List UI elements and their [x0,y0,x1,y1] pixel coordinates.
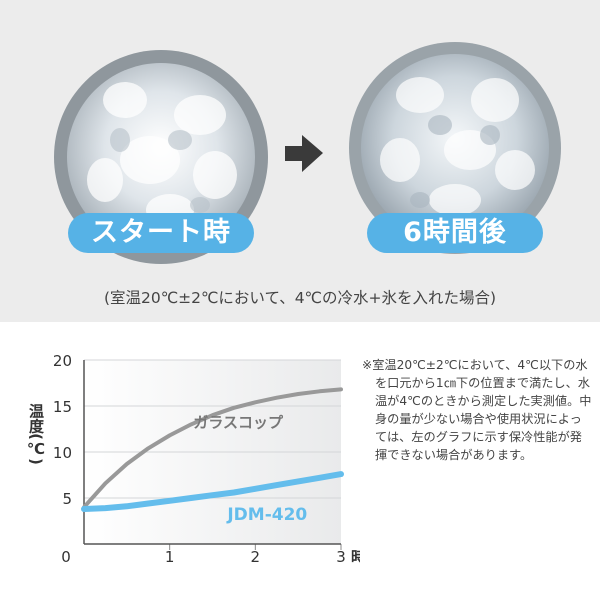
temperature-chart: 20 15 10 5 0 1 2 3 ガラスコップ JDM-420 温度(℃) 時間(h) [27,352,360,566]
after-cup-image [349,42,561,254]
experiment-caption: (室温20℃±2℃において、4℃の冷水+氷を入れた場合) [104,289,496,307]
start-cup-image [54,50,268,264]
ice-illustration [54,42,561,264]
x-tick-label: 3 [336,548,346,566]
x-tick-label: 2 [251,548,261,566]
y-tick-label: 20 [53,352,72,370]
series-label-jdm-420: JDM-420 [226,505,307,525]
measurement-note: ※室温20℃±2℃において、4℃以下の水を口元から1㎝下の位置まで満たし、水温が… [362,356,592,464]
series-line-glass-cup [82,387,343,510]
y-axis-label: 温度(℃) [27,403,45,465]
x-tick-label: 0 [61,548,71,566]
x-axis-label: 時間(h) [351,548,360,566]
after-label-badge: 6時間後 [367,213,543,253]
y-tick-label: 5 [62,490,72,508]
arrow-right-icon [285,135,323,172]
y-tick-label: 15 [53,398,72,416]
top-panel: スタート時 6時間後 (室温20℃±2℃において、4℃の冷水+氷を入れた場合) [0,0,600,322]
note-text: ※室温20℃±2℃において、4℃以下の水を口元から1㎝下の位置まで満たし、水温が… [362,358,592,462]
start-label-badge: スタート時 [68,213,254,253]
series-line-jdm-420 [81,471,344,512]
y-tick-label: 10 [53,444,72,462]
x-tick-label: 1 [165,548,175,566]
series-label-glass-cup: ガラスコップ [193,413,284,431]
